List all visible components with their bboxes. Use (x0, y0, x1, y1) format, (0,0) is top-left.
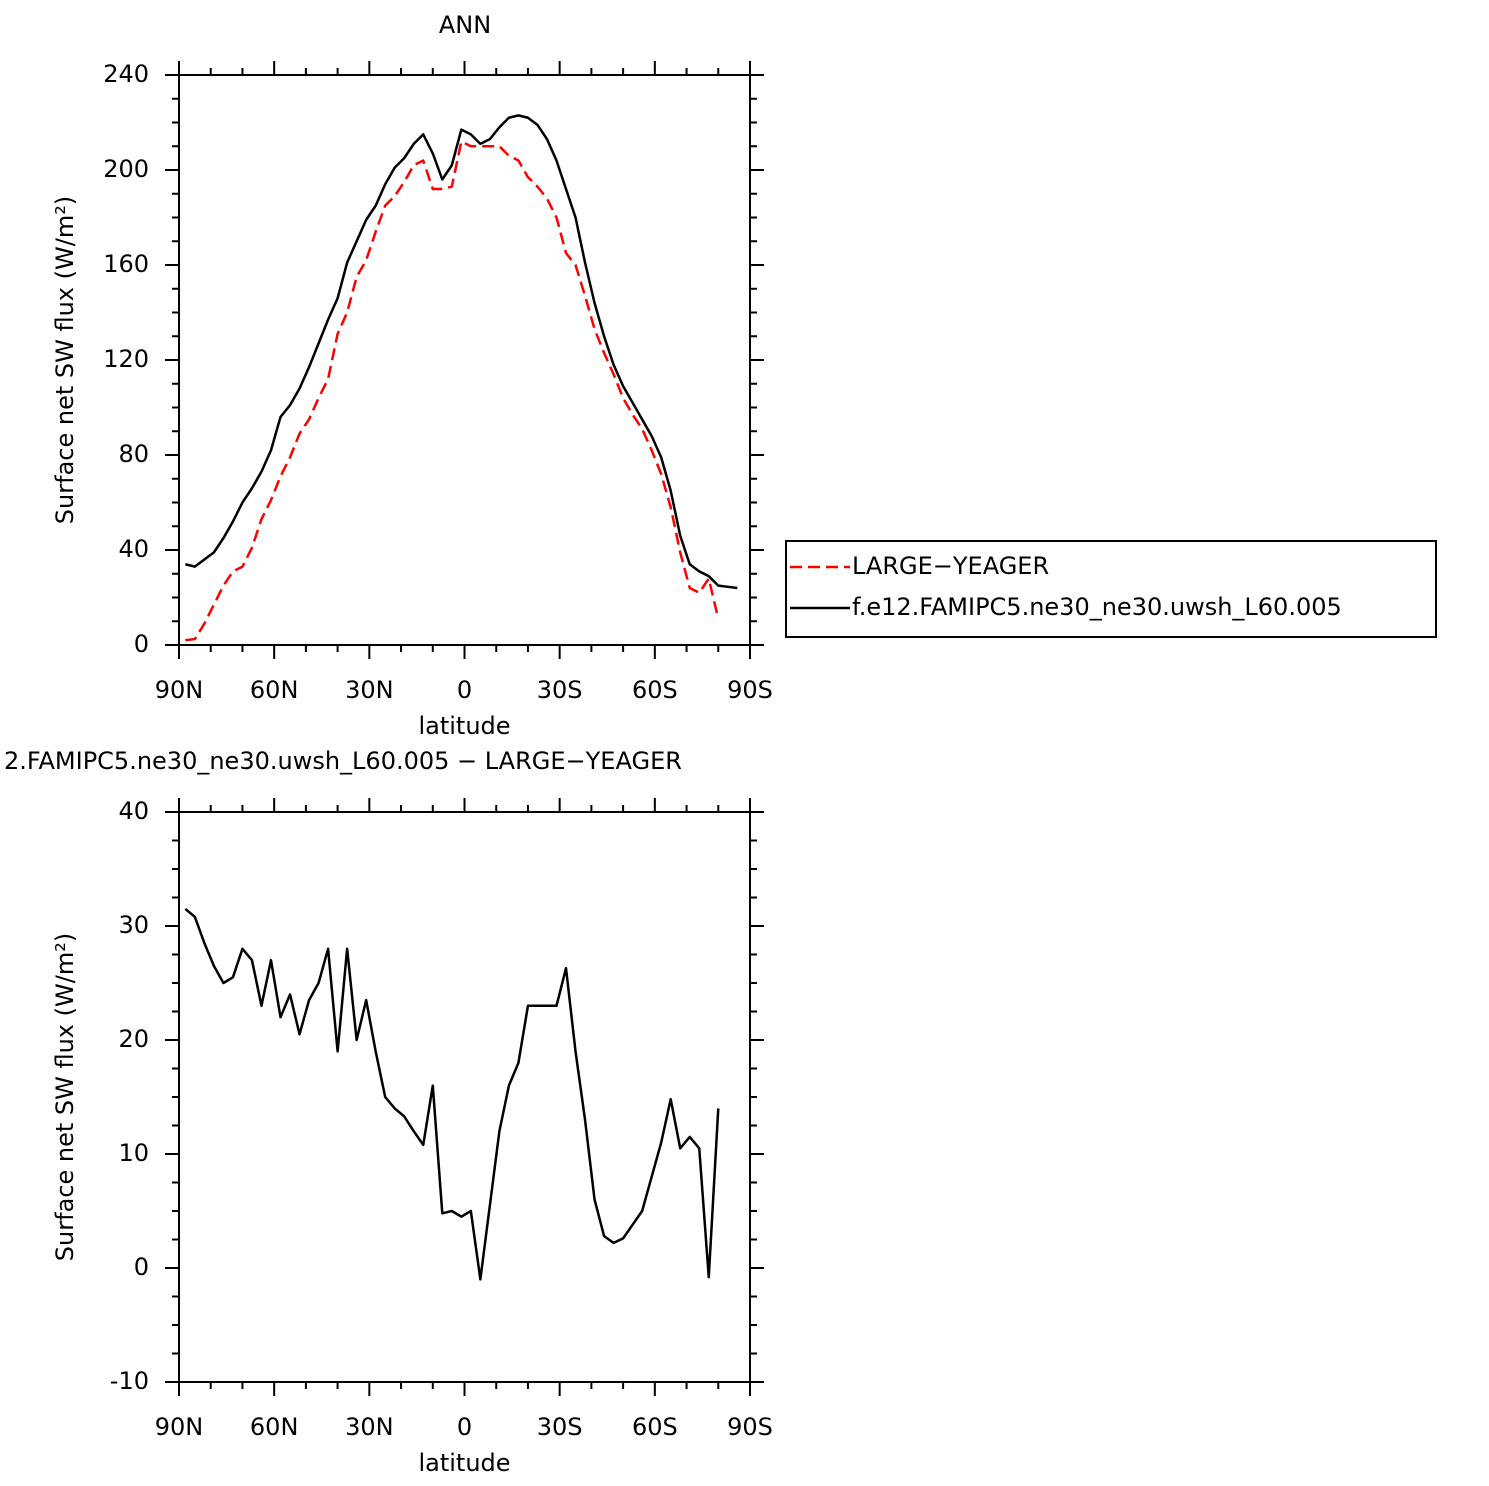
x-tick-label: 60N (250, 1413, 299, 1441)
x-tick-label: 30S (537, 676, 583, 704)
y-tick-label: 10 (118, 1139, 149, 1167)
legend-label: f.e12.FAMIPC5.ne30_ne30.uwsh_L60.005 (852, 593, 1342, 621)
y-tick-label: 40 (118, 535, 149, 563)
y-tick-label: 160 (103, 250, 149, 278)
y-tick-label: 240 (103, 60, 149, 88)
y-axis-label: Surface net SW flux (W/m²) (51, 933, 79, 1261)
y-tick-label: 0 (134, 1253, 149, 1281)
y-tick-label: 40 (118, 797, 149, 825)
y-tick-label: 80 (118, 440, 149, 468)
x-tick-label: 60S (632, 676, 678, 704)
legend-label: LARGE−YEAGER (852, 552, 1049, 580)
plot-frame (178, 74, 751, 646)
y-tick-label: -10 (110, 1367, 149, 1395)
x-tick-label: 0 (457, 1413, 472, 1441)
y-axis-label: Surface net SW flux (W/m²) (51, 196, 79, 524)
x-tick-label: 0 (457, 676, 472, 704)
x-tick-label: 30N (345, 1413, 394, 1441)
x-tick-label: 90N (155, 1413, 204, 1441)
x-tick-label: 90S (727, 676, 773, 704)
x-tick-label: 30N (345, 676, 394, 704)
x-tick-label: 90S (727, 1413, 773, 1441)
x-tick-label: 90N (155, 676, 204, 704)
y-tick-label: 200 (103, 155, 149, 183)
plot-frame (178, 811, 751, 1383)
data-line (185, 140, 720, 642)
x-tick-label: 30S (537, 1413, 583, 1441)
y-tick-label: 20 (118, 1025, 149, 1053)
x-tick-label: 60S (632, 1413, 678, 1441)
x-axis-label: latitude (418, 1449, 510, 1477)
x-axis-label: latitude (418, 712, 510, 740)
data-line (184, 907, 720, 1281)
y-tick-label: 30 (118, 911, 149, 939)
data-line (185, 114, 738, 590)
legend-box (785, 540, 1437, 638)
y-tick-label: 0 (134, 630, 149, 658)
x-tick-label: 60N (250, 676, 299, 704)
chart-title: 2.FAMIPC5.ne30_ne30.uwsh_L60.005 − LARGE… (4, 747, 682, 775)
chart-title: ANN (439, 11, 491, 39)
y-tick-label: 120 (103, 345, 149, 373)
